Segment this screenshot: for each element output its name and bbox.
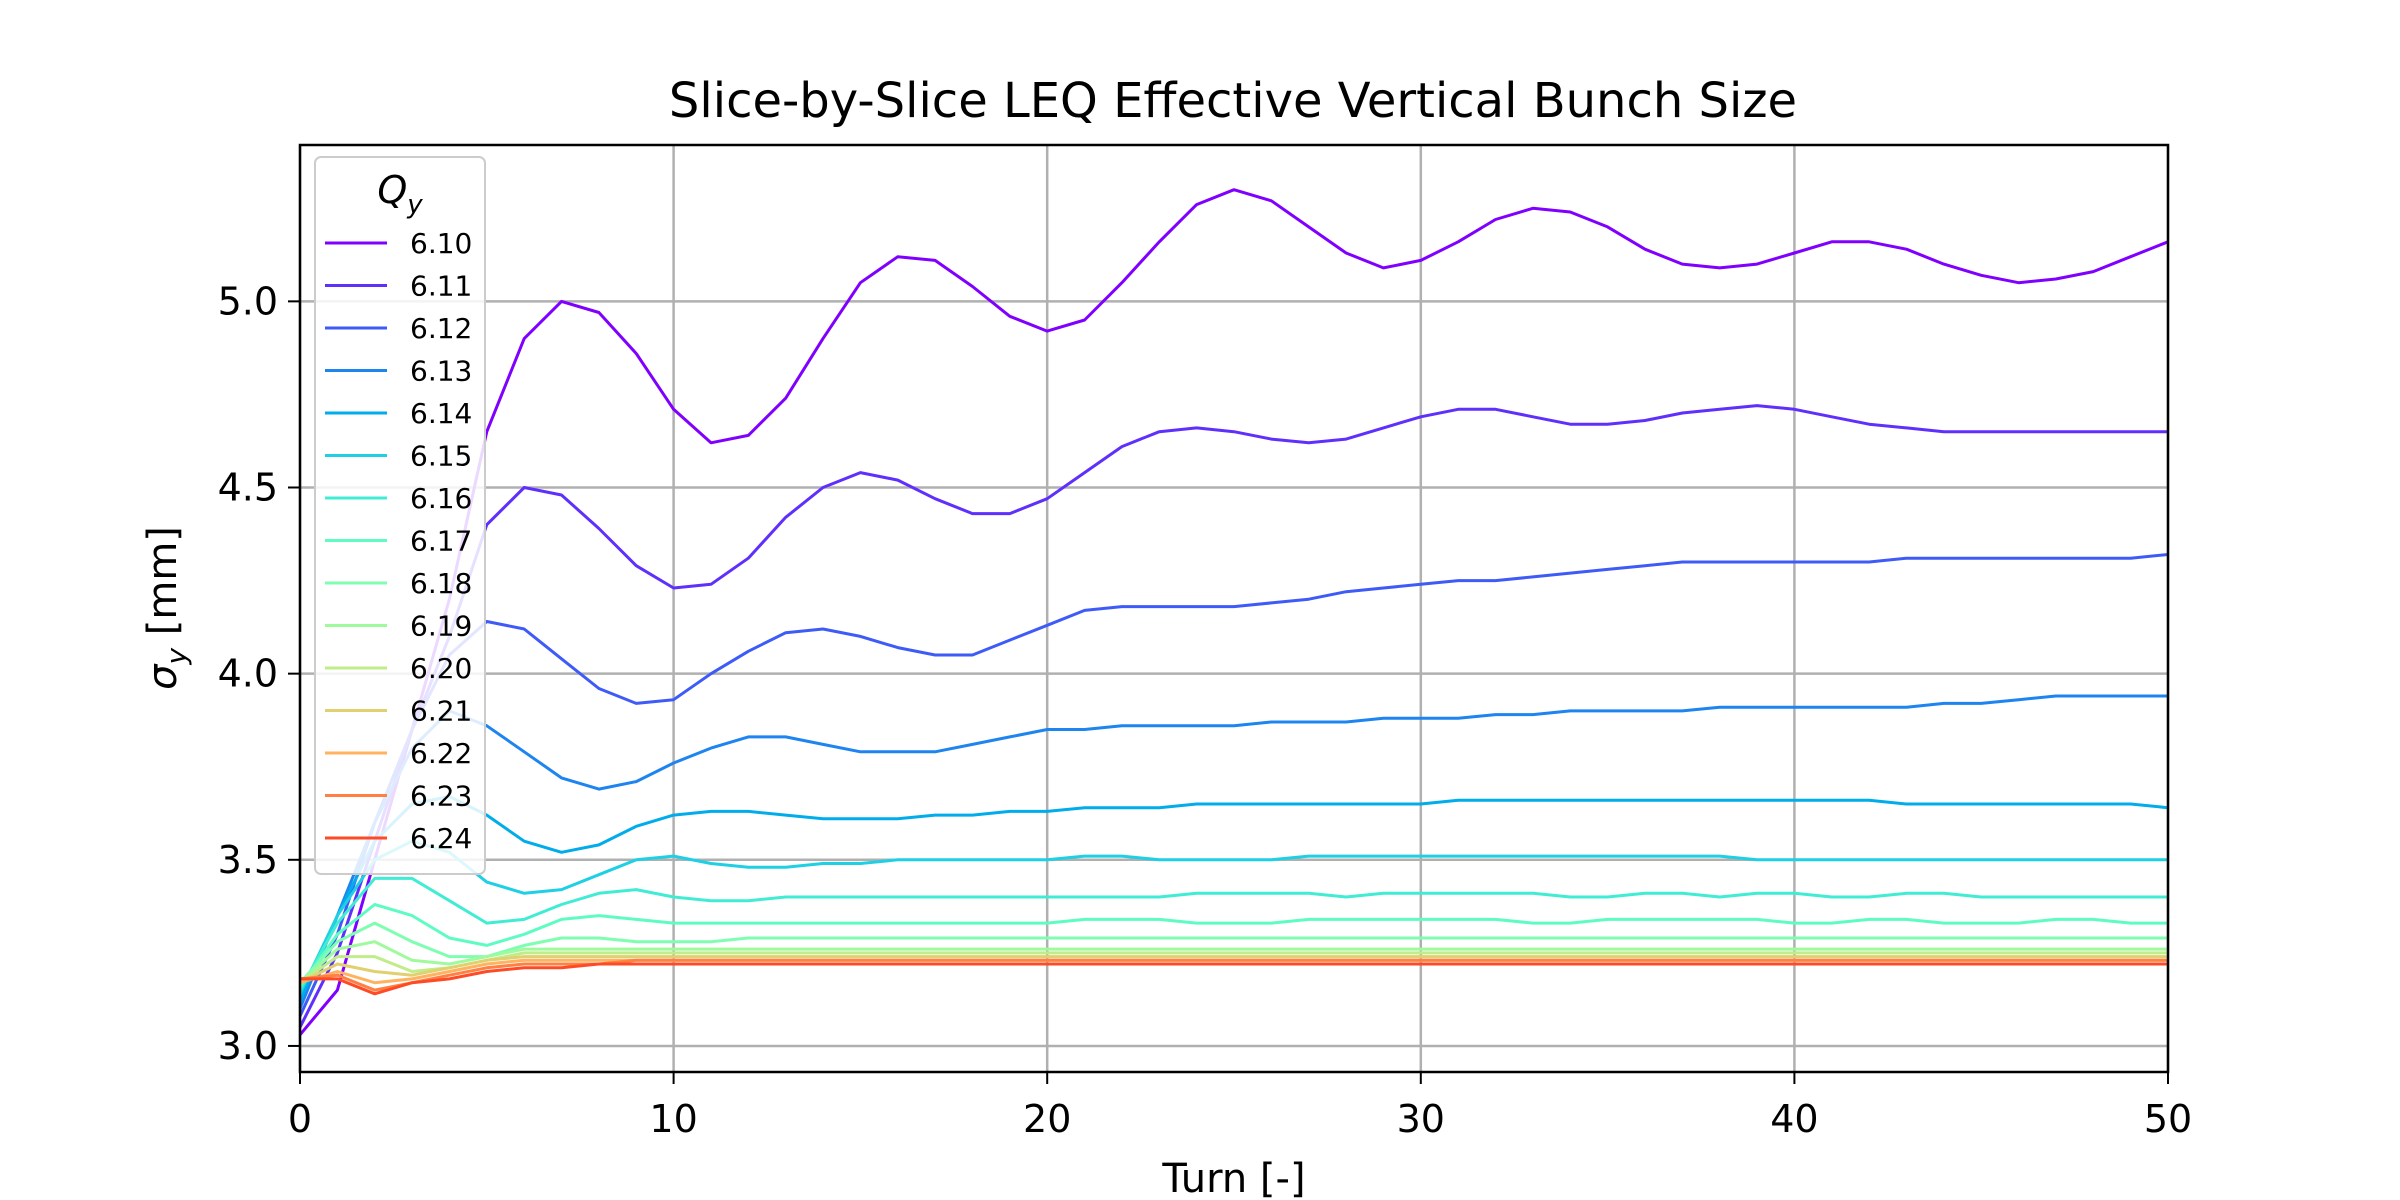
x-axis-ticks: 0 10 20 30 40 50 (288, 1072, 2192, 1141)
plot-frame (298, 143, 2170, 1074)
series-line-6-14 (298, 795, 2169, 1002)
x-tick-label: 30 (1397, 1097, 1445, 1141)
legend-label: 6.13 (410, 355, 472, 388)
x-tick-label: 50 (2144, 1097, 2192, 1141)
y-axis-label-symbol: σ (140, 663, 186, 690)
x-tick-label: 20 (1023, 1097, 1071, 1141)
legend: Qy 6.106.116.126.136.146.156.166.176.186… (314, 156, 486, 875)
y-tick-label: 3.0 (218, 1024, 278, 1068)
series-line-6-15 (298, 839, 2168, 995)
legend-label: 6.21 (410, 695, 472, 728)
chart-title: Slice-by-Slice LEQ Effective Vertical Bu… (669, 73, 1797, 129)
x-tick-label: 40 (1770, 1097, 1818, 1141)
legend-title: Qy (377, 168, 423, 220)
y-axis-label: σy [mm] (140, 526, 193, 690)
y-tick-label: 5.0 (218, 279, 278, 323)
legend-label: 6.23 (410, 780, 472, 813)
legend-label: 6.20 (410, 652, 472, 685)
legend-label: 6.14 (410, 397, 472, 430)
legend-label: 6.17 (410, 525, 472, 558)
legend-label: 6.18 (410, 567, 472, 600)
legend-label: 6.11 (410, 270, 472, 303)
legend-title-symbol: Q (377, 168, 407, 212)
series-line-6-12 (298, 553, 2169, 1017)
series-lines (298, 188, 2169, 1036)
x-tick-label: 0 (288, 1097, 312, 1141)
y-tick-label: 4.0 (218, 652, 278, 696)
series-line-6-21 (299, 955, 2168, 985)
legend-items: 6.10 6.11 6.12 6.13 6.14 6.15 6.16 6.17 6.18 6.19… (325, 227, 472, 855)
grid (298, 145, 2170, 1072)
legend-title-subscript: y (406, 190, 423, 220)
y-axis-label-unit-space (140, 635, 186, 648)
series-line-6-18 (298, 921, 2168, 984)
series-line-6-17 (298, 903, 2168, 988)
y-axis-ticks: 3.0 3.5 4.0 4.5 5.0 (218, 279, 300, 1068)
legend-label: 6.10 (410, 227, 472, 260)
legend-label: 6.15 (410, 440, 472, 473)
y-tick-label: 4.5 (218, 466, 278, 510)
y-axis-label-subscript: y (160, 648, 193, 666)
legend-label: 6.12 (410, 312, 472, 345)
legend-label: 6.16 (410, 482, 472, 515)
x-tick-label: 10 (649, 1097, 697, 1141)
y-axis-label-unit: [mm] (140, 526, 186, 635)
legend-label: 6.19 (410, 610, 472, 643)
x-axis-label: Turn [-] (1161, 1156, 1305, 1200)
series-line-6-20 (299, 951, 2168, 984)
legend-label: 6.22 (410, 737, 472, 770)
legend-label: 6.24 (410, 822, 472, 855)
series-line-6-16 (298, 876, 2168, 991)
series-line-6-19 (298, 940, 2168, 984)
y-tick-label: 3.5 (218, 838, 278, 882)
series-line-6-10 (298, 188, 2169, 1036)
series-line-6-11 (298, 404, 2168, 1028)
series-line-6-24 (300, 962, 2168, 996)
series-line-6-13 (298, 694, 2168, 1010)
legend-box (314, 156, 486, 875)
